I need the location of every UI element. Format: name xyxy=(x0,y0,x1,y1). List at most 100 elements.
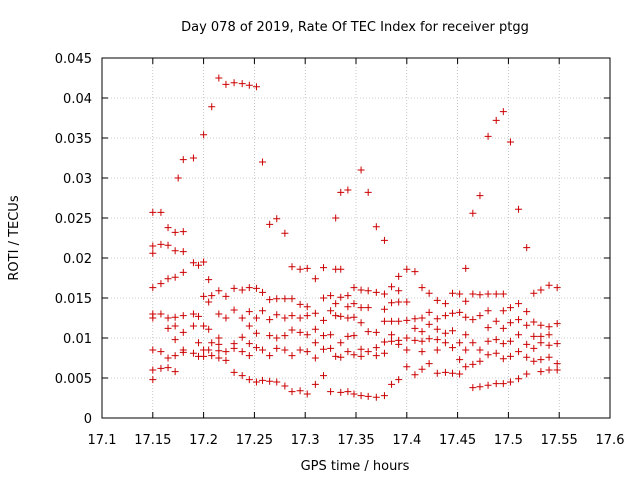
data-point xyxy=(230,284,238,292)
data-point xyxy=(296,265,304,273)
data-point xyxy=(164,241,172,249)
data-point xyxy=(364,188,372,196)
data-point xyxy=(344,303,352,311)
data-point xyxy=(157,364,165,372)
data-point xyxy=(208,339,216,347)
data-point xyxy=(506,352,514,360)
data-point xyxy=(337,353,345,361)
y-tick-label: 0.025 xyxy=(55,212,92,227)
data-point xyxy=(195,261,203,269)
data-point xyxy=(357,304,365,312)
data-point xyxy=(484,307,492,315)
data-point xyxy=(499,340,507,348)
data-point xyxy=(288,263,296,271)
y-tick-label: 0.01 xyxy=(63,332,92,347)
data-point xyxy=(499,108,507,116)
data-point xyxy=(425,335,433,343)
data-point xyxy=(523,321,531,329)
data-point xyxy=(484,351,492,359)
data-point xyxy=(456,356,464,364)
data-point xyxy=(157,240,165,248)
data-point xyxy=(380,236,388,244)
x-tick-label: 17.6 xyxy=(596,433,625,448)
data-point xyxy=(230,79,238,87)
data-point xyxy=(553,366,561,374)
data-point xyxy=(418,314,426,322)
data-point xyxy=(200,352,208,360)
data-point xyxy=(372,344,380,352)
data-point xyxy=(205,298,213,306)
data-point xyxy=(327,331,335,339)
data-point xyxy=(273,344,281,352)
data-point xyxy=(179,248,187,256)
data-point xyxy=(530,357,538,365)
data-point xyxy=(425,360,433,368)
data-point xyxy=(476,291,484,299)
data-point xyxy=(456,308,464,316)
data-point xyxy=(281,314,289,322)
data-point xyxy=(530,289,538,297)
data-point xyxy=(205,325,213,333)
data-point xyxy=(215,287,223,295)
grid-lines xyxy=(102,58,610,418)
x-tick-label: 17.55 xyxy=(541,433,578,448)
data-point xyxy=(245,340,253,348)
data-point xyxy=(266,377,274,385)
data-point xyxy=(149,346,157,354)
data-point xyxy=(319,332,327,340)
data-point xyxy=(530,344,538,352)
data-point xyxy=(537,356,545,364)
data-point xyxy=(372,352,380,360)
data-point xyxy=(179,156,187,164)
data-point xyxy=(288,352,296,360)
data-point xyxy=(296,314,304,322)
data-point xyxy=(311,380,319,388)
data-point xyxy=(149,366,157,374)
data-point xyxy=(230,344,238,352)
data-point xyxy=(484,132,492,140)
data-point xyxy=(303,348,311,356)
data-point xyxy=(200,131,208,139)
data-point xyxy=(456,370,464,378)
data-point xyxy=(537,339,545,347)
data-point xyxy=(149,284,157,292)
data-point xyxy=(425,308,433,316)
data-point xyxy=(433,336,441,344)
data-point xyxy=(171,273,179,281)
data-point xyxy=(273,334,281,342)
data-point xyxy=(164,354,172,362)
data-point xyxy=(456,290,464,298)
data-point xyxy=(403,346,411,354)
data-point xyxy=(484,381,492,389)
data-point xyxy=(433,325,441,333)
data-point xyxy=(344,314,352,322)
data-point xyxy=(266,220,274,228)
data-point xyxy=(553,284,561,292)
data-point xyxy=(553,360,561,368)
y-tick-label: 0 xyxy=(84,412,92,427)
data-point xyxy=(149,208,157,216)
data-point xyxy=(215,74,223,82)
data-point xyxy=(200,322,208,330)
x-axis-label: GPS time / hours xyxy=(301,459,410,474)
data-point xyxy=(441,368,449,376)
data-point xyxy=(484,290,492,298)
data-point xyxy=(259,307,267,315)
data-point xyxy=(157,310,165,318)
data-point xyxy=(344,186,352,194)
data-point xyxy=(149,314,157,322)
data-point xyxy=(245,376,253,384)
data-point xyxy=(311,325,319,333)
data-point xyxy=(171,313,179,321)
data-point xyxy=(441,312,449,320)
data-point xyxy=(395,287,403,295)
data-point xyxy=(411,371,419,379)
data-point xyxy=(492,317,500,325)
data-point xyxy=(357,392,365,400)
y-tick-label: 0.035 xyxy=(55,132,92,147)
data-point xyxy=(418,328,426,336)
data-point xyxy=(364,328,372,336)
data-point xyxy=(449,344,457,352)
data-point xyxy=(238,286,246,294)
data-point xyxy=(411,268,419,276)
